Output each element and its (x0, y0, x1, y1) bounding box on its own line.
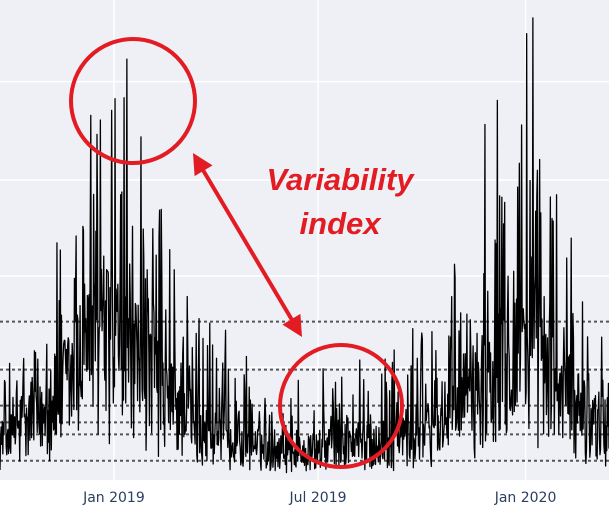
peak-highlight-circle-left (69, 37, 197, 165)
arrow-head-lower (282, 313, 302, 337)
trough-highlight-circle-middle (278, 343, 404, 469)
annotations: Variability index (69, 37, 415, 469)
annotation-text-index: index (300, 206, 383, 241)
x-tick-labels: Jan 2019 Jul 2019 Jan 2020 (82, 490, 556, 506)
x-tick-label-1: Jul 2019 (289, 490, 347, 506)
double-arrow (193, 153, 302, 337)
series-line-0 (0, 17, 609, 474)
arrow-head-upper (193, 153, 213, 177)
x-tick-label-2: Jan 2020 (494, 490, 557, 506)
series-group (0, 17, 609, 474)
annotation-text-variability: Variability (266, 162, 415, 197)
double-arrow-shaft (198, 163, 297, 327)
x-tick-label-0: Jan 2019 (82, 490, 145, 506)
